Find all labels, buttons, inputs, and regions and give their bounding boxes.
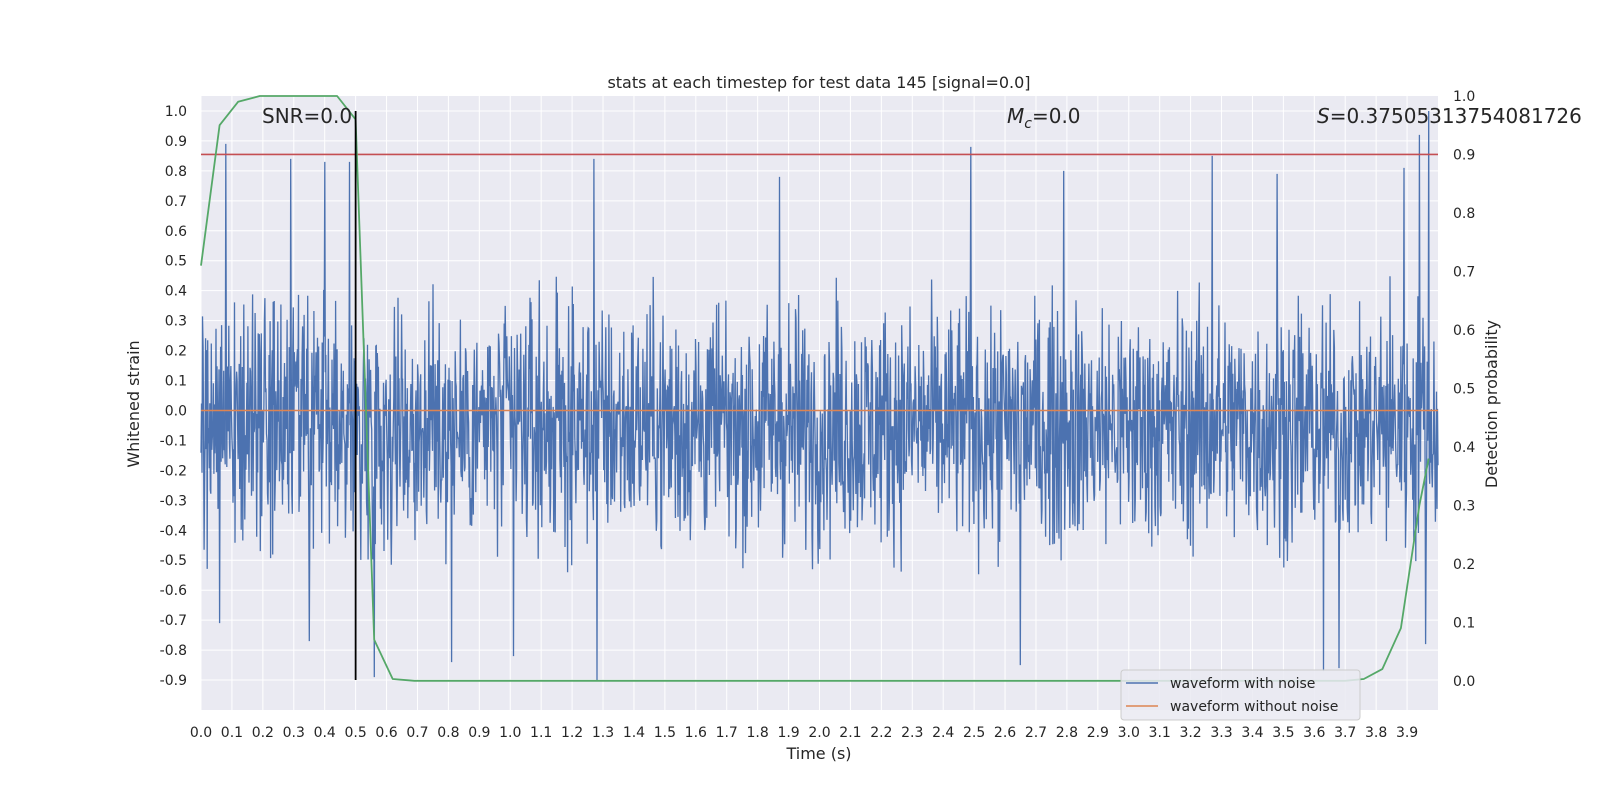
y-tick-label: 0.9	[165, 134, 187, 150]
legend-box	[1120, 669, 1361, 721]
chart-title: stats at each timestep for test data 145…	[607, 73, 1030, 92]
y-tick-label: 0.3	[165, 314, 187, 330]
x-tick-label: 1.3	[592, 725, 614, 741]
x-tick-label: 3.6	[1303, 725, 1325, 741]
x-tick-label: 2.1	[839, 725, 861, 741]
x-tick-label: 0.8	[437, 725, 459, 741]
y-tick-label: -0.6	[160, 583, 187, 599]
detection-probability-line	[200, 95, 1430, 682]
x-tick-label: 2.3	[901, 725, 923, 741]
x-tick-label: 1.6	[685, 725, 707, 741]
y-tick-label: 0.0	[165, 403, 187, 419]
y-tick-label: 0.4	[165, 284, 187, 300]
x-tick-label: 0.0	[190, 725, 212, 741]
series-detection-probability	[200, 95, 1430, 682]
legend-label-noise: waveform with noise	[1170, 676, 1315, 692]
y2-tick-label: 0.4	[1453, 440, 1475, 456]
x-tick-label: 2.6	[994, 725, 1016, 741]
x-tick-label: 1.9	[777, 725, 799, 741]
y2-tick-label: 0.3	[1453, 498, 1475, 514]
y2-tick-label: 0.1	[1453, 615, 1475, 631]
x-tick-label: 1.4	[623, 725, 645, 741]
s-annotation: S=0.37505313754081726	[1317, 104, 1582, 128]
mc-value: =0.0	[1032, 104, 1081, 128]
y-tick-label: 0.1	[165, 374, 187, 390]
y-tick-label: -0.3	[160, 493, 187, 509]
x-tick-label: 3.4	[1241, 725, 1263, 741]
y-tick-label: 0.2	[165, 344, 187, 360]
x-tick-label: 0.7	[406, 725, 428, 741]
snr-annotation: SNR=0.0	[262, 104, 352, 128]
x-tick-label: 3.2	[1179, 725, 1201, 741]
x-tick-label: 2.5	[963, 725, 985, 741]
x-tick-label: 1.5	[654, 725, 676, 741]
legend: waveform with noise waveform without noi…	[1120, 669, 1361, 721]
x-tick-label: 1.1	[530, 725, 552, 741]
x-tick-label: 3.7	[1334, 725, 1356, 741]
s-symbol: S	[1317, 104, 1330, 128]
x-tick-label: 3.5	[1272, 725, 1294, 741]
y-tick-label: -0.8	[160, 643, 187, 659]
x-tick-label: 3.9	[1396, 725, 1418, 741]
y2-tick-label: 0.9	[1453, 147, 1475, 163]
y2-tick-label: 0.7	[1453, 264, 1475, 280]
x-tick-label: 1.2	[561, 725, 583, 741]
x-tick-label: 0.9	[468, 725, 490, 741]
x-axis-label: Time (s)	[785, 744, 851, 763]
x-tick-label: 0.1	[221, 725, 243, 741]
y-tick-label: -0.4	[160, 523, 187, 539]
x-tick-label: 3.1	[1149, 725, 1171, 741]
legend-label-clean: waveform without noise	[1170, 699, 1338, 715]
x-tick-label: 2.0	[808, 725, 830, 741]
waveform-with-noise-line	[200, 110, 1439, 681]
y2-tick-label: 0.8	[1453, 206, 1475, 222]
y-tick-label: 0.5	[165, 254, 187, 270]
y2-tick-label: 0.6	[1453, 323, 1475, 339]
y2-tick-label: 1.0	[1453, 89, 1475, 105]
x-tick-label: 3.8	[1365, 725, 1387, 741]
x-tick-label: 1.0	[499, 725, 521, 741]
x-tick-labels: 0.0 0.1 0.2 0.3 0.4 0.5 0.6 0.7 0.8 0.9 1.0 1.1 1.2 1…	[190, 725, 1418, 741]
y-tick-label: -0.1	[160, 433, 187, 449]
mc-symbol: M	[1007, 104, 1024, 128]
y-tick-label: -0.7	[160, 613, 187, 629]
x-tick-label: 0.5	[344, 725, 366, 741]
y-tick-label: -0.2	[160, 463, 187, 479]
x-tick-label: 2.9	[1087, 725, 1109, 741]
y-axis-label: Whitened strain	[124, 340, 143, 467]
y-tick-label: 0.6	[165, 224, 187, 240]
s-value: =0.37505313754081726	[1330, 104, 1582, 128]
x-tick-label: 1.7	[716, 725, 738, 741]
x-tick-label: 0.3	[283, 725, 305, 741]
x-tick-label: 0.4	[314, 725, 336, 741]
mc-subscript: c	[1024, 116, 1032, 132]
y-tick-label: -0.5	[160, 553, 187, 569]
x-tick-label: 2.4	[932, 725, 954, 741]
y2-tick-label: 0.0	[1453, 674, 1475, 690]
x-tick-label: 2.7	[1025, 725, 1047, 741]
x-tick-label: 2.2	[870, 725, 892, 741]
y-tick-labels: 1.0 0.9 0.8 0.7 0.6 0.5 0.4 0.3 0.2 0.1 0.0 -0.1 -0.…	[160, 104, 187, 689]
y-tick-label: 0.7	[165, 194, 187, 210]
y-tick-label: 1.0	[165, 104, 187, 120]
x-tick-label: 0.2	[252, 725, 274, 741]
y-tick-label: 0.8	[165, 164, 187, 180]
x-tick-label: 2.8	[1056, 725, 1078, 741]
y-tick-label: -0.9	[160, 673, 187, 689]
y2-tick-label: 0.5	[1453, 381, 1475, 397]
mc-annotation: Mc=0.0	[1007, 104, 1081, 132]
series-waveform-with-noise	[200, 110, 1439, 681]
x-tick-label: 3.0	[1118, 725, 1140, 741]
y2-tick-labels: 1.0 0.9 0.8 0.7 0.6 0.5 0.4 0.3 0.2 0.1 0.0	[1453, 89, 1475, 690]
x-tick-label: 1.8	[747, 725, 769, 741]
x-tick-label: 0.6	[375, 725, 397, 741]
x-tick-label: 3.3	[1210, 725, 1232, 741]
y2-axis-label: Detection probability	[1482, 320, 1501, 488]
y2-tick-label: 0.2	[1453, 557, 1475, 573]
